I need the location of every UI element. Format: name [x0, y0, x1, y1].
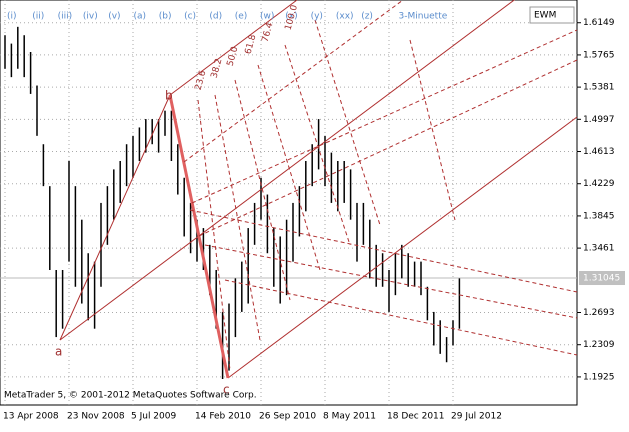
schiff-line [189, 209, 578, 293]
wave-label: (xx) [336, 12, 354, 22]
fib-fan [257, 64, 321, 271]
y-tick-label: 1.5381 [583, 83, 615, 93]
plot-frame [0, 0, 578, 406]
wave-label: (v) [108, 12, 120, 22]
x-tick-label: 29 Jul 2012 [451, 412, 502, 422]
wave-label: (iii) [58, 12, 73, 22]
wave-label: (iv) [83, 12, 98, 22]
last-price-box [579, 271, 625, 286]
fib-fan [284, 44, 351, 246]
b-c-line [168, 94, 230, 379]
y-tick-label: 1.6149 [583, 18, 615, 28]
a-b-line [59, 94, 171, 341]
wave-label: (b) [159, 12, 172, 22]
x-tick-label: 23 Nov 2008 [67, 412, 125, 422]
x-tick-label: 26 Sep 2010 [259, 412, 316, 422]
wave-label: 3-Minuette [399, 12, 448, 22]
x-tick-label: 13 Apr 2008 [3, 412, 59, 422]
badge-box [529, 6, 575, 24]
fib-fan [409, 39, 456, 221]
x-tick-label: 8 May 2011 [323, 412, 376, 422]
schiff-line [204, 244, 578, 319]
y-tick-label: 1.2309 [583, 340, 615, 350]
point-label: a [55, 345, 62, 359]
wave-label: (ii) [32, 12, 44, 22]
last-price-label: 1.31045 [583, 274, 620, 284]
y-tick-label: 1.4229 [583, 179, 615, 189]
wave-label: (z) [361, 12, 373, 22]
wave-label: (x) [285, 12, 297, 22]
fib-fan [314, 19, 381, 226]
wave-label: (e) [235, 12, 248, 22]
badge: EWM [534, 11, 556, 21]
wave-label: (c) [184, 12, 196, 22]
y-tick-label: 1.1925 [583, 372, 615, 382]
watermark: MetaTrader 5, © 2001-2012 MetaQuotes Sof… [4, 391, 257, 401]
fib-fan [234, 79, 291, 301]
y-tick-label: 1.4997 [583, 115, 615, 125]
y-tick-label: 1.3845 [583, 211, 615, 221]
wave-label: (w) [260, 12, 274, 22]
fib-line [191, 29, 578, 204]
pitchfork [59, 0, 578, 379]
y-tick-label: 1.5765 [583, 50, 615, 60]
wave-label: (i) [7, 12, 17, 22]
x-tick-label: 14 Feb 2010 [195, 412, 251, 422]
x-tick-label: 5 Jul 2009 [131, 412, 176, 422]
point-label: b [165, 89, 173, 103]
grid [0, 0, 581, 405]
fib-line [183, 0, 404, 163]
fib-fan [197, 99, 231, 371]
y-tick-label: 1.3461 [583, 244, 615, 254]
y-tick-label: 1.2693 [583, 308, 615, 318]
upper-tine [169, 0, 298, 96]
y-tick-label: 1.4613 [583, 147, 615, 157]
wave-label: (y) [311, 12, 323, 22]
schiff-line [224, 279, 578, 356]
fib-lines [183, 0, 578, 371]
wave-label: (d) [209, 12, 222, 22]
lower-tine [227, 116, 578, 379]
x-tick-label: 18 Dec 2011 [387, 412, 445, 422]
point-label: c [223, 383, 230, 397]
bars [4, 26, 461, 380]
wave-label: (a) [134, 12, 147, 22]
